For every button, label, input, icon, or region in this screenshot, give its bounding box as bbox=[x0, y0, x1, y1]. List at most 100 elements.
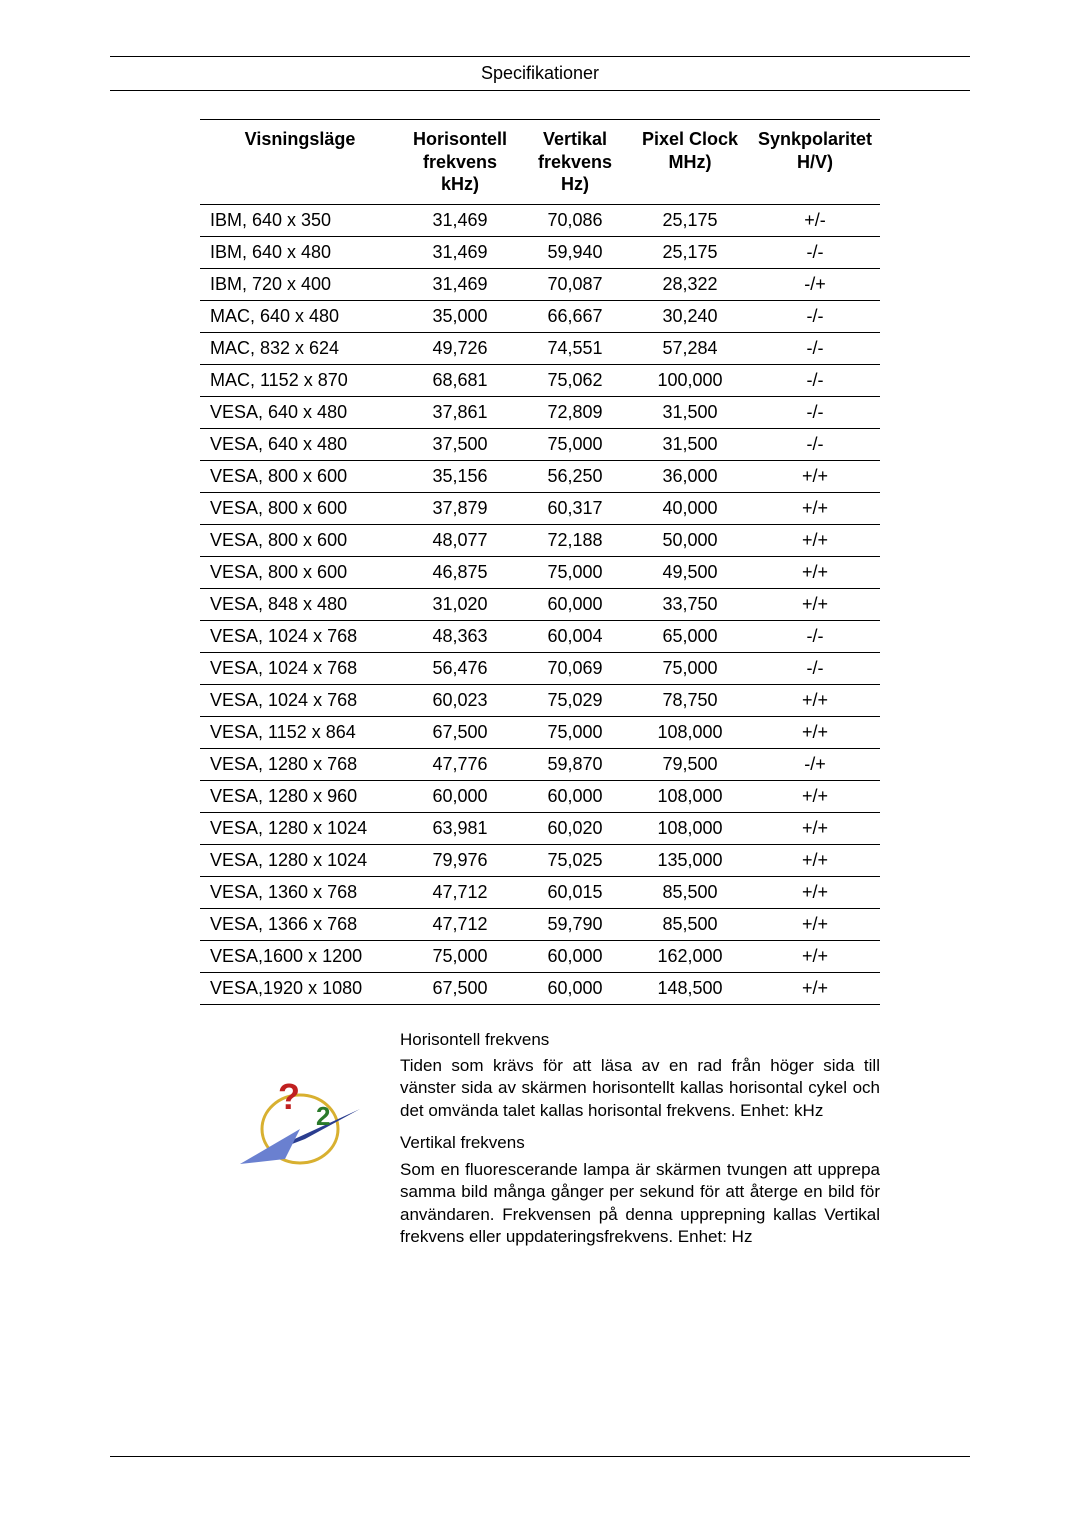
cell-pixelclock: 75,000 bbox=[630, 652, 750, 684]
timing-table-wrap: Visningsläge Horisontell frekvenskHz) Ve… bbox=[200, 119, 880, 1005]
col-header-vfreq-text: Vertikal frekvensHz) bbox=[538, 129, 612, 194]
cell-mode: VESA, 1024 x 768 bbox=[200, 684, 400, 716]
cell-mode: VESA, 848 x 480 bbox=[200, 588, 400, 620]
cell-pixelclock: 25,175 bbox=[630, 236, 750, 268]
vfreq-heading: Vertikal frekvens bbox=[400, 1132, 880, 1154]
table-row: MAC, 832 x 62449,72674,55157,284-/- bbox=[200, 332, 880, 364]
cell-hfreq: 35,156 bbox=[400, 460, 520, 492]
table-row: VESA, 848 x 48031,02060,00033,750+/+ bbox=[200, 588, 880, 620]
cell-hfreq: 46,875 bbox=[400, 556, 520, 588]
table-body: IBM, 640 x 35031,46970,08625,175+/-IBM, … bbox=[200, 204, 880, 1004]
cell-syncpol: +/+ bbox=[750, 940, 880, 972]
col-header-pixelclock: Pixel ClockMHz) bbox=[630, 120, 750, 205]
cell-syncpol: +/- bbox=[750, 204, 880, 236]
cell-vfreq: 72,188 bbox=[520, 524, 630, 556]
cell-pixelclock: 57,284 bbox=[630, 332, 750, 364]
cell-pixelclock: 65,000 bbox=[630, 620, 750, 652]
cell-syncpol: +/+ bbox=[750, 844, 880, 876]
table-row: VESA, 1280 x 76847,77659,87079,500-/+ bbox=[200, 748, 880, 780]
cell-pixelclock: 148,500 bbox=[630, 972, 750, 1004]
cell-pixelclock: 31,500 bbox=[630, 428, 750, 460]
table-row: VESA, 1280 x 102479,97675,025135,000+/+ bbox=[200, 844, 880, 876]
cell-syncpol: +/+ bbox=[750, 524, 880, 556]
cell-vfreq: 75,000 bbox=[520, 716, 630, 748]
cell-syncpol: -/- bbox=[750, 332, 880, 364]
cell-vfreq: 60,015 bbox=[520, 876, 630, 908]
svg-text:2: 2 bbox=[316, 1101, 330, 1131]
cell-mode: IBM, 640 x 350 bbox=[200, 204, 400, 236]
cell-syncpol: +/+ bbox=[750, 780, 880, 812]
cell-hfreq: 35,000 bbox=[400, 300, 520, 332]
cell-hfreq: 60,000 bbox=[400, 780, 520, 812]
table-row: VESA, 1280 x 102463,98160,020108,000+/+ bbox=[200, 812, 880, 844]
cell-hfreq: 37,861 bbox=[400, 396, 520, 428]
cell-syncpol: +/+ bbox=[750, 588, 880, 620]
explanation-section: ? 2 Horisontell frekvens Tiden som krävs… bbox=[200, 1029, 880, 1259]
cell-pixelclock: 31,500 bbox=[630, 396, 750, 428]
cell-mode: VESA, 1280 x 1024 bbox=[200, 812, 400, 844]
cell-syncpol: -/- bbox=[750, 652, 880, 684]
table-row: VESA, 1024 x 76860,02375,02978,750+/+ bbox=[200, 684, 880, 716]
cell-hfreq: 75,000 bbox=[400, 940, 520, 972]
cell-mode: VESA, 1024 x 768 bbox=[200, 620, 400, 652]
cell-pixelclock: 100,000 bbox=[630, 364, 750, 396]
cell-pixelclock: 30,240 bbox=[630, 300, 750, 332]
compass-help-icon: ? 2 bbox=[230, 1069, 370, 1189]
cell-pixelclock: 25,175 bbox=[630, 204, 750, 236]
cell-pixelclock: 49,500 bbox=[630, 556, 750, 588]
table-row: VESA, 1024 x 76856,47670,06975,000-/- bbox=[200, 652, 880, 684]
cell-syncpol: +/+ bbox=[750, 716, 880, 748]
cell-hfreq: 60,023 bbox=[400, 684, 520, 716]
table-row: VESA,1920 x 108067,50060,000148,500+/+ bbox=[200, 972, 880, 1004]
cell-pixelclock: 85,500 bbox=[630, 908, 750, 940]
cell-vfreq: 75,000 bbox=[520, 556, 630, 588]
table-row: VESA, 800 x 60035,15656,25036,000+/+ bbox=[200, 460, 880, 492]
cell-pixelclock: 108,000 bbox=[630, 716, 750, 748]
cell-syncpol: +/+ bbox=[750, 972, 880, 1004]
cell-pixelclock: 50,000 bbox=[630, 524, 750, 556]
cell-syncpol: +/+ bbox=[750, 812, 880, 844]
cell-mode: VESA, 800 x 600 bbox=[200, 524, 400, 556]
cell-vfreq: 60,000 bbox=[520, 588, 630, 620]
cell-syncpol: +/+ bbox=[750, 876, 880, 908]
cell-pixelclock: 108,000 bbox=[630, 812, 750, 844]
cell-hfreq: 47,776 bbox=[400, 748, 520, 780]
cell-mode: VESA, 1366 x 768 bbox=[200, 908, 400, 940]
cell-vfreq: 60,004 bbox=[520, 620, 630, 652]
table-row: VESA, 1366 x 76847,71259,79085,500+/+ bbox=[200, 908, 880, 940]
cell-hfreq: 68,681 bbox=[400, 364, 520, 396]
table-row: VESA,1600 x 120075,00060,000162,000+/+ bbox=[200, 940, 880, 972]
page: Specifikationer Visningsläge Horisontell… bbox=[0, 0, 1080, 1258]
cell-vfreq: 59,790 bbox=[520, 908, 630, 940]
cell-mode: VESA, 1152 x 864 bbox=[200, 716, 400, 748]
cell-pixelclock: 33,750 bbox=[630, 588, 750, 620]
col-header-hfreq-text: Horisontell frekvenskHz) bbox=[413, 129, 507, 194]
cell-vfreq: 70,086 bbox=[520, 204, 630, 236]
cell-mode: MAC, 640 x 480 bbox=[200, 300, 400, 332]
cell-syncpol: -/- bbox=[750, 236, 880, 268]
cell-vfreq: 70,069 bbox=[520, 652, 630, 684]
cell-mode: VESA, 640 x 480 bbox=[200, 396, 400, 428]
table-row: VESA, 1152 x 86467,50075,000108,000+/+ bbox=[200, 716, 880, 748]
cell-pixelclock: 108,000 bbox=[630, 780, 750, 812]
cell-mode: VESA, 800 x 600 bbox=[200, 460, 400, 492]
cell-hfreq: 37,879 bbox=[400, 492, 520, 524]
cell-mode: VESA, 1280 x 768 bbox=[200, 748, 400, 780]
table-row: VESA, 1280 x 96060,00060,000108,000+/+ bbox=[200, 780, 880, 812]
cell-vfreq: 75,025 bbox=[520, 844, 630, 876]
cell-pixelclock: 36,000 bbox=[630, 460, 750, 492]
cell-mode: IBM, 720 x 400 bbox=[200, 268, 400, 300]
table-row: VESA, 800 x 60037,87960,31740,000+/+ bbox=[200, 492, 880, 524]
table-row: VESA, 640 x 48037,50075,00031,500-/- bbox=[200, 428, 880, 460]
cell-syncpol: -/- bbox=[750, 364, 880, 396]
hfreq-paragraph: Tiden som krävs för att läsa av en rad f… bbox=[400, 1055, 880, 1122]
cell-hfreq: 49,726 bbox=[400, 332, 520, 364]
cell-syncpol: +/+ bbox=[750, 908, 880, 940]
cell-syncpol: +/+ bbox=[750, 460, 880, 492]
table-header-row: Visningsläge Horisontell frekvenskHz) Ve… bbox=[200, 120, 880, 205]
cell-pixelclock: 79,500 bbox=[630, 748, 750, 780]
col-header-syncpol: SynkpolaritetH/V) bbox=[750, 120, 880, 205]
table-row: MAC, 640 x 48035,00066,66730,240-/- bbox=[200, 300, 880, 332]
table-row: MAC, 1152 x 87068,68175,062100,000-/- bbox=[200, 364, 880, 396]
col-header-mode: Visningsläge bbox=[200, 120, 400, 205]
